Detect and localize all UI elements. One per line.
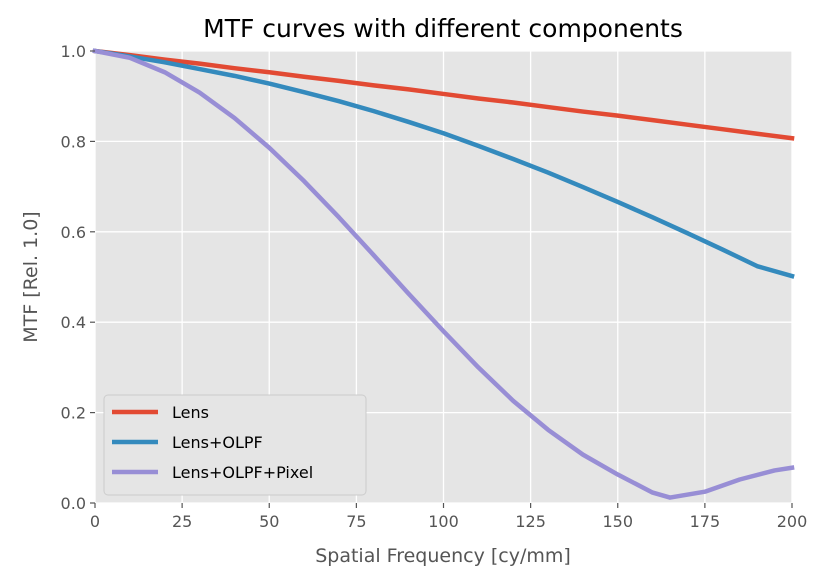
- x-tick-label: 25: [172, 512, 192, 531]
- y-tick-label: 0.6: [61, 223, 86, 242]
- x-tick-label: 100: [428, 512, 459, 531]
- x-axis-ticks: 0 25 50 75 100 125 150 175 200: [90, 503, 807, 531]
- x-tick-label: 125: [515, 512, 546, 531]
- x-tick-label: 75: [346, 512, 366, 531]
- series-layer: [92, 48, 795, 500]
- y-tick-label: 1.0: [61, 42, 86, 61]
- chart-title: MTF curves with different components: [203, 14, 683, 43]
- x-tick-label: 150: [602, 512, 633, 531]
- series-line-lens-olpf: [92, 48, 795, 279]
- legend-box: [103, 394, 367, 496]
- x-axis-label: Spatial Frequency [cy/mm]: [315, 545, 571, 567]
- y-axis-ticks: 0.0 0.2 0.4 0.6 0.8 1.0: [61, 42, 95, 513]
- x-tick-label: 0: [90, 512, 100, 531]
- y-tick-label: 0.4: [61, 313, 86, 332]
- series-line-lens-olpf-pixel: [92, 48, 795, 500]
- legend-label-lens-olpf: Lens+OLPF: [172, 433, 263, 452]
- legend-label-lens: Lens: [172, 403, 209, 422]
- x-tick-label: 200: [777, 512, 808, 531]
- x-tick-label: 50: [259, 512, 279, 531]
- y-tick-label: 0.2: [61, 404, 86, 423]
- x-tick-label: 175: [690, 512, 721, 531]
- legend: Lens Lens+OLPF Lens+OLPF+Pixel: [103, 394, 367, 496]
- series-line-lens: [92, 48, 795, 141]
- legend-label-lens-olpf-pixel: Lens+OLPF+Pixel: [172, 463, 313, 482]
- y-axis-label: MTF [Rel. 1.0]: [20, 211, 42, 342]
- y-tick-label: 0.0: [61, 494, 86, 513]
- y-tick-label: 0.8: [61, 132, 86, 151]
